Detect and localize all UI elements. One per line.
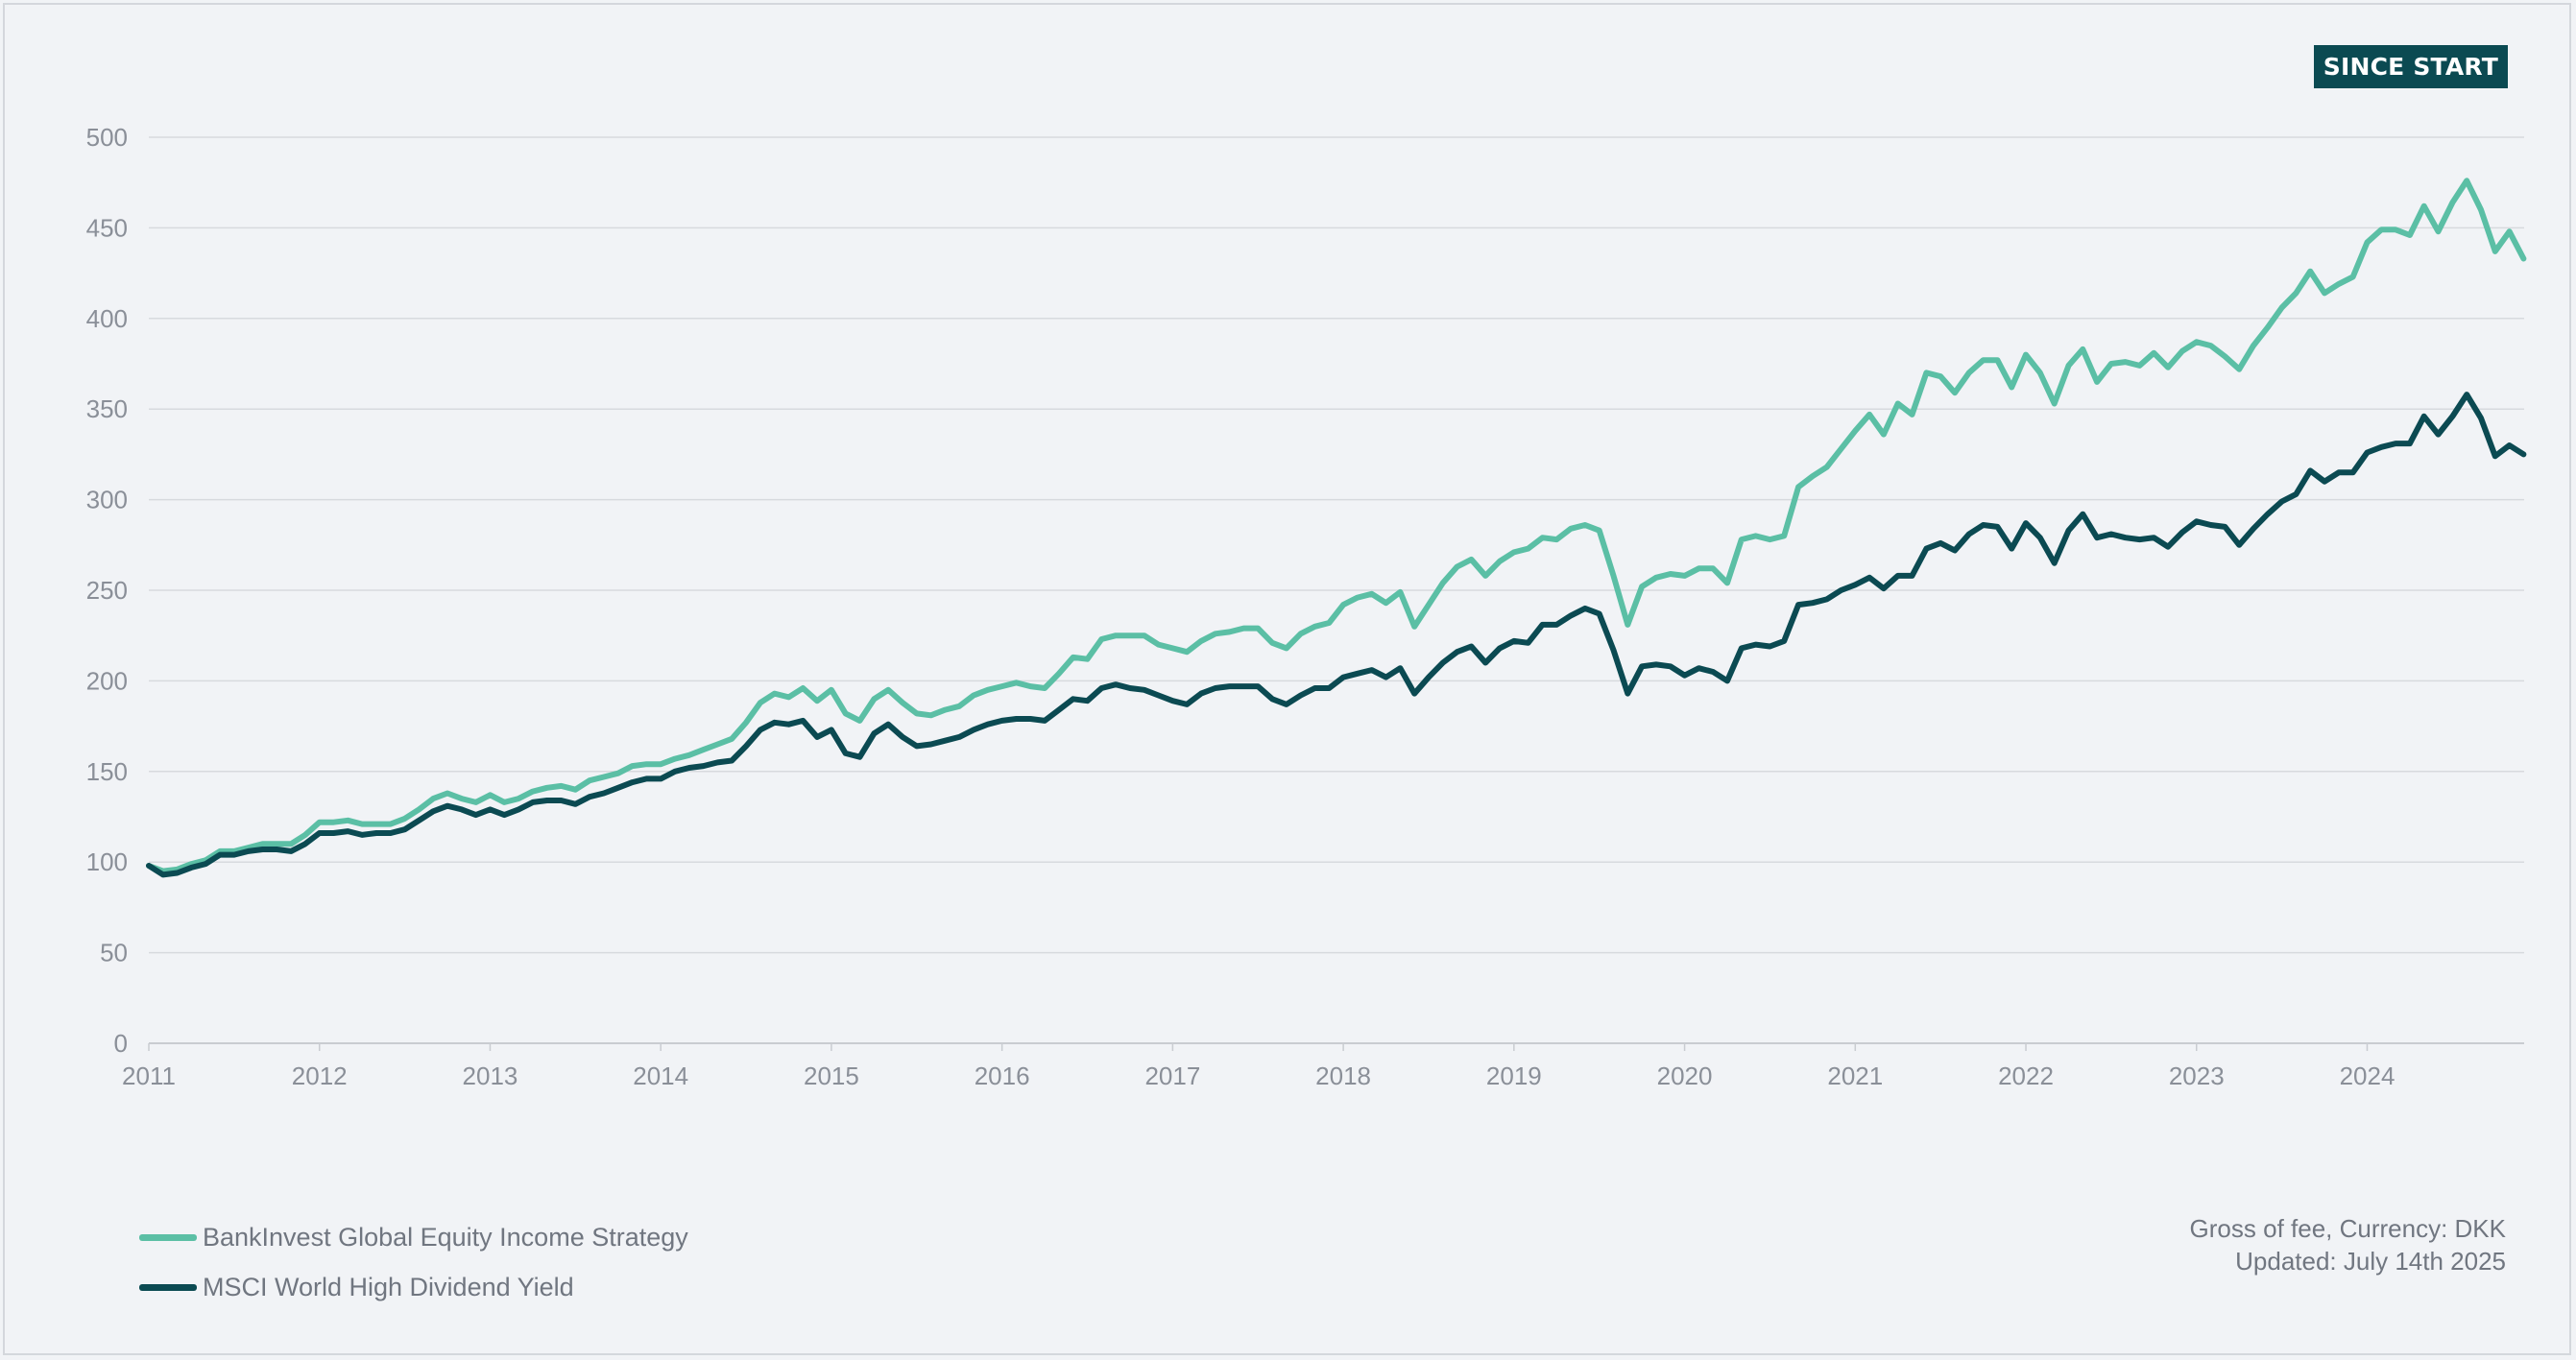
series-line-strategy bbox=[146, 178, 2527, 874]
legend-swatch-strategy bbox=[139, 1233, 197, 1241]
y-tick-label: 350 bbox=[86, 394, 128, 423]
x-tick-label: 2021 bbox=[1827, 1062, 1883, 1090]
x-tick-label: 2015 bbox=[804, 1062, 859, 1090]
series-line-benchmark bbox=[146, 392, 2527, 878]
x-tick-label: 2013 bbox=[463, 1062, 518, 1090]
x-tick-label: 2014 bbox=[633, 1062, 688, 1090]
y-tick-label: 50 bbox=[100, 939, 128, 967]
updated-date-note: Updated: July 14th 2025 bbox=[2235, 1247, 2506, 1276]
y-tick-label: 200 bbox=[86, 666, 128, 695]
y-tick-label: 450 bbox=[86, 213, 128, 242]
x-tick-label: 2022 bbox=[1998, 1062, 2054, 1090]
y-tick-label: 0 bbox=[114, 1029, 128, 1058]
legend-label-benchmark: MSCI World High Dividend Yield bbox=[203, 1272, 574, 1301]
legend-item-strategy: BankInvest Global Equity Income Strategy bbox=[139, 1212, 688, 1262]
x-tick-label: 2019 bbox=[1486, 1062, 1542, 1090]
y-axis-ticks: 0 50 100 150 200 250 300 350 400 450 500 bbox=[86, 123, 128, 1058]
legend-swatch-benchmark bbox=[139, 1283, 197, 1291]
fee-currency-note: Gross of fee, Currency: DKK bbox=[2189, 1214, 2506, 1243]
chart-panel: 0 50 100 150 200 250 300 350 400 450 500 2011 2012 2… bbox=[3, 3, 2571, 1355]
x-tick-label: 2012 bbox=[292, 1062, 348, 1090]
y-tick-label: 150 bbox=[86, 757, 128, 786]
legend-label-strategy: BankInvest Global Equity Income Strategy bbox=[203, 1222, 688, 1252]
x-tick-label: 2011 bbox=[122, 1062, 176, 1090]
x-tick-label: 2017 bbox=[1144, 1062, 1200, 1090]
period-badge: SINCE START bbox=[2313, 45, 2508, 88]
y-tick-label: 100 bbox=[86, 847, 128, 876]
footnote: Gross of fee, Currency: DKK Updated: Jul… bbox=[2190, 1212, 2506, 1277]
y-tick-label: 500 bbox=[86, 123, 128, 152]
y-tick-label: 250 bbox=[86, 576, 128, 605]
y-tick-label: 300 bbox=[86, 486, 128, 514]
x-tick-label: 2023 bbox=[2169, 1062, 2225, 1090]
legend-item-benchmark: MSCI World High Dividend Yield bbox=[139, 1262, 688, 1312]
x-tick-label: 2020 bbox=[1657, 1062, 1713, 1090]
grid-lines bbox=[148, 136, 2524, 1051]
series-lines bbox=[146, 178, 2527, 878]
x-tick-label: 2024 bbox=[2340, 1062, 2395, 1090]
x-tick-label: 2016 bbox=[975, 1062, 1030, 1090]
x-tick-label: 2018 bbox=[1315, 1062, 1371, 1090]
legend: BankInvest Global Equity Income Strategy… bbox=[139, 1212, 688, 1312]
y-tick-label: 400 bbox=[86, 304, 128, 333]
x-axis-ticks: 2011 2012 2013 2014 2015 2016 2017 2018 2019 2020… bbox=[122, 1062, 2395, 1090]
